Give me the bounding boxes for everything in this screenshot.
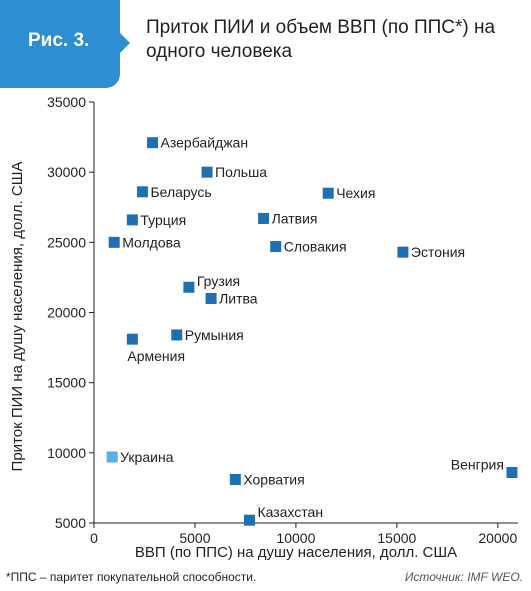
data-point-label: Румыния [185, 327, 244, 343]
data-point [397, 246, 409, 258]
y-tick-label: 5000 [55, 515, 86, 531]
badge-pointer [120, 33, 130, 53]
data-point-label: Украина [120, 449, 174, 465]
data-point-label: Казахстан [257, 504, 323, 520]
data-point-label: Венгрия [451, 456, 504, 472]
data-point [183, 281, 195, 293]
data-point-label: Эстония [411, 244, 465, 260]
data-point-label: Латвия [272, 210, 318, 226]
x-tick-label: 0 [90, 530, 98, 546]
data-point-label: Молдова [122, 234, 181, 250]
y-tick-label: 35000 [47, 94, 86, 110]
data-point-label: Литва [219, 290, 258, 306]
data-point [171, 329, 183, 341]
figure-badge: Рис. 3. [0, 0, 120, 88]
y-tick-label: 25000 [47, 234, 86, 250]
y-tick-label: 10000 [47, 445, 86, 461]
data-point-label: Словакия [284, 239, 347, 255]
x-axis-title: ВВП (по ППС) на душу населения, долл. СШ… [135, 544, 457, 561]
data-point-label: Турция [140, 212, 186, 228]
data-point [126, 214, 138, 226]
x-tick-label: 10000 [276, 530, 315, 546]
y-tick-label: 20000 [47, 305, 86, 321]
footnote: *ППС – паритет покупательной способности… [6, 570, 257, 584]
data-point-label: Беларусь [150, 184, 211, 200]
data-point-label: Польша [215, 164, 267, 180]
x-tick-label: 15000 [377, 530, 416, 546]
figure-title: Приток ПИИ и объем ВВП (по ППС*) на одно… [146, 17, 496, 62]
y-tick-label: 15000 [47, 375, 86, 391]
x-tick-label: 5000 [179, 530, 210, 546]
data-point [126, 333, 138, 345]
data-point-label: Грузия [197, 273, 240, 289]
source-note: Источник: IMF WEO. [404, 570, 523, 584]
data-point-label: Азербайджан [161, 135, 249, 151]
data-point [205, 292, 217, 304]
data-point [322, 187, 334, 199]
chart-area [0, 88, 531, 591]
data-point [201, 166, 213, 178]
figure-header: Рис. 3. Приток ПИИ и объем ВВП (по ППС*)… [0, 0, 531, 88]
data-point [229, 473, 241, 485]
data-point [506, 466, 518, 478]
data-point [258, 212, 270, 224]
data-point [270, 241, 282, 253]
data-point [108, 236, 120, 248]
x-tick-label: 20000 [478, 530, 517, 546]
data-point [243, 514, 255, 526]
data-point-label: Армения [127, 348, 185, 364]
data-point-label: Хорватия [243, 471, 304, 487]
data-point [106, 451, 118, 463]
figure-number: Рис. 3. [28, 30, 90, 51]
data-point-label: Чехия [336, 185, 375, 201]
data-point [147, 137, 159, 149]
data-point [136, 186, 148, 198]
y-axis-title: Приток ПИИ на душу населения, долл. США [9, 162, 26, 472]
y-tick-label: 30000 [47, 164, 86, 180]
